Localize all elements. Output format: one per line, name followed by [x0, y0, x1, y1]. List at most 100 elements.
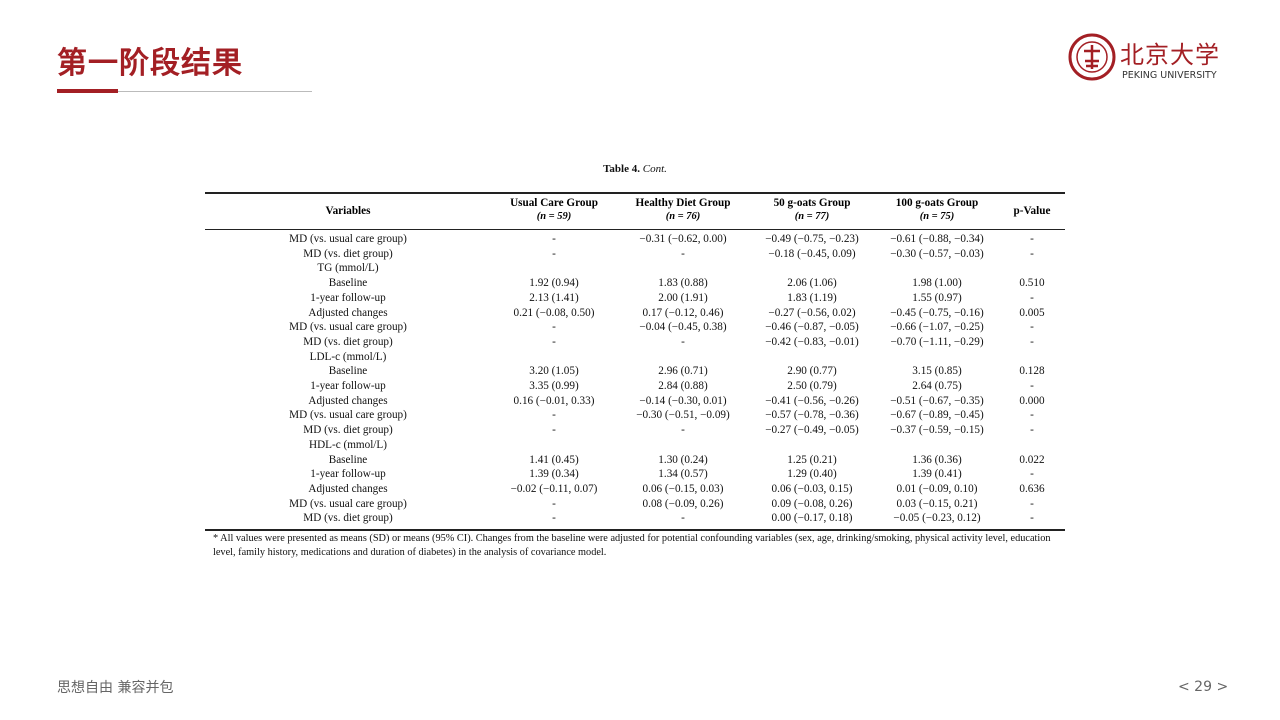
table-cell: -: [681, 335, 685, 348]
table-cell: −0.27 (−0.49, −0.05): [765, 424, 859, 437]
row-label: MD (vs. diet group): [303, 247, 393, 260]
table-row: MD (vs. usual care group) - −0.31 (−0.62, …: [205, 232, 1065, 247]
row-label: 1-year follow-up: [310, 380, 386, 392]
table-row: LDL-c (mmol/L): [205, 350, 1065, 365]
table-cell: −0.41 (−0.56, −0.26): [765, 394, 859, 407]
row-label: TG (mmol/L): [317, 262, 379, 275]
table-cell: 1.39 (0.41): [912, 468, 962, 481]
table-cell: −0.31 (−0.62, 0.00): [639, 233, 727, 245]
table-cell: -: [552, 424, 556, 437]
logo-seal: [1068, 33, 1116, 81]
table-row: Baseline 3.20 (1.05) 2.96 (0.71) 2.90 (0.77…: [205, 364, 1065, 379]
row-label: 1-year follow-up: [310, 291, 386, 304]
table-cell: 1.92 (0.94): [529, 277, 579, 290]
table-cell: −0.61 (−0.88, −0.34): [890, 233, 984, 245]
table-cell: −0.49 (−0.75, −0.23): [765, 233, 859, 245]
table-cell: -: [1030, 233, 1034, 245]
table-row: HDL-c (mmol/L): [205, 438, 1065, 453]
row-label: MD (vs. usual care group): [289, 321, 407, 334]
table-cell: 0.636: [1019, 482, 1045, 495]
table-cell: -: [552, 321, 556, 334]
column-name: 50 g-oats Group: [773, 197, 851, 209]
table-bottom-rule: [205, 529, 1065, 531]
logo-en: PEKING UNIVERSITY: [1122, 70, 1217, 81]
table-cell: -: [1030, 380, 1034, 392]
table-cell: 0.128: [1019, 365, 1045, 378]
column-header: Healthy Diet Group (n = 76): [617, 196, 749, 224]
table-row: MD (vs. diet group) - - −0.18 (−0.45, 0.09)…: [205, 247, 1065, 262]
row-label: Baseline: [328, 277, 368, 290]
table-cell: -: [552, 247, 556, 260]
table-cell: 1.25 (0.21): [787, 453, 837, 466]
table-cell: 0.510: [1019, 277, 1045, 290]
table-cell: 1.30 (0.24): [658, 453, 708, 466]
column-header: Variables: [205, 204, 491, 218]
row-label: MD (vs. diet group): [303, 512, 393, 525]
table-cell: -: [1030, 321, 1034, 334]
table-cell: -: [1030, 512, 1034, 525]
table-cell: -: [552, 512, 556, 525]
column-header: p-Value: [999, 204, 1065, 218]
table-row: TG (mmol/L): [205, 261, 1065, 276]
table-cell: 2.00 (1.91): [658, 291, 708, 304]
row-label: 1-year follow-up: [310, 468, 386, 481]
column-header: 50 g-oats Group (n = 77): [749, 196, 875, 224]
table-cell: 0.21 (−0.08, 0.50): [513, 306, 595, 319]
row-label: Baseline: [328, 365, 368, 378]
row-label: Adjusted changes: [308, 306, 388, 319]
table-footnote: * All values were presented as means (SD…: [213, 533, 1051, 558]
row-label: Adjusted changes: [308, 394, 388, 407]
table-cell: 3.20 (1.05): [529, 365, 579, 378]
row-label: MD (vs. diet group): [303, 424, 393, 437]
table-row: Adjusted changes −0.02 (−0.11, 0.07) 0.06 …: [205, 482, 1065, 497]
table-cell: 1.55 (0.97): [912, 291, 962, 304]
table-cell: −0.51 (−0.67, −0.35): [890, 394, 984, 407]
column-n: (n = 77): [794, 211, 830, 222]
table-cell: 0.08 (−0.09, 0.26): [642, 497, 724, 510]
caption-label: Table 4.: [603, 163, 640, 175]
table-cell: 0.03 (−0.15, 0.21): [896, 497, 978, 510]
table-cell: -: [552, 233, 556, 245]
table-cell: -: [552, 497, 556, 510]
row-label: MD (vs. diet group): [303, 335, 393, 348]
table-cell: −0.14 (−0.30, 0.01): [639, 394, 727, 407]
table-caption: Table 4. Cont.: [0, 163, 1270, 175]
table-cell: 0.06 (−0.15, 0.03): [642, 482, 724, 495]
table-cell: 0.005: [1019, 306, 1045, 319]
table-row: Baseline 1.41 (0.45) 1.30 (0.24) 1.25 (0.21…: [205, 453, 1065, 468]
table-cell: −0.46 (−0.87, −0.05): [765, 321, 859, 334]
table-row: Adjusted changes 0.21 (−0.08, 0.50) 0.17 (…: [205, 306, 1065, 321]
table-row: Adjusted changes 0.16 (−0.01, 0.33) −0.14 …: [205, 394, 1065, 409]
column-name: Variables: [325, 205, 371, 217]
column-n: (n = 76): [665, 211, 701, 222]
table-top-rule: [205, 192, 1065, 194]
table-cell: 2.13 (1.41): [529, 291, 579, 304]
table-cell: -: [1030, 409, 1034, 422]
column-header: 100 g-oats Group (n = 75): [875, 196, 999, 224]
table-cell: 0.022: [1019, 453, 1045, 466]
table-row: MD (vs. usual care group) - −0.30 (−0.51, …: [205, 408, 1065, 423]
table-cell: -: [1030, 497, 1034, 510]
table-row: MD (vs. usual care group) - −0.04 (−0.45, …: [205, 320, 1065, 335]
table-cell: 0.000: [1019, 394, 1045, 407]
table-cell: -: [1030, 335, 1034, 348]
table-cell: 0.06 (−0.03, 0.15): [771, 482, 853, 495]
column-n: (n = 59): [536, 211, 572, 222]
table-cell: -: [1030, 424, 1034, 437]
table-cell: −0.04 (−0.45, 0.38): [639, 321, 727, 334]
table-cell: 2.64 (0.75): [912, 380, 962, 392]
table-cell: −0.70 (−1.11, −0.29): [890, 335, 984, 348]
title-rule: [118, 91, 312, 92]
table-cell: −0.57 (−0.78, −0.36): [765, 409, 859, 422]
table-cell: 3.35 (0.99): [529, 380, 579, 392]
table-cell: 2.84 (0.88): [658, 380, 708, 392]
table-cell: -: [552, 335, 556, 348]
table-cell: −0.05 (−0.23, 0.12): [893, 512, 981, 525]
row-label: MD (vs. usual care group): [289, 233, 407, 245]
table-cell: 1.98 (1.00): [912, 277, 962, 290]
table-cell: -: [1030, 468, 1034, 481]
table-cell: −0.37 (−0.59, −0.15): [890, 424, 984, 437]
table-cell: 2.96 (0.71): [658, 365, 708, 378]
table-cell: 0.17 (−0.12, 0.46): [642, 306, 724, 319]
